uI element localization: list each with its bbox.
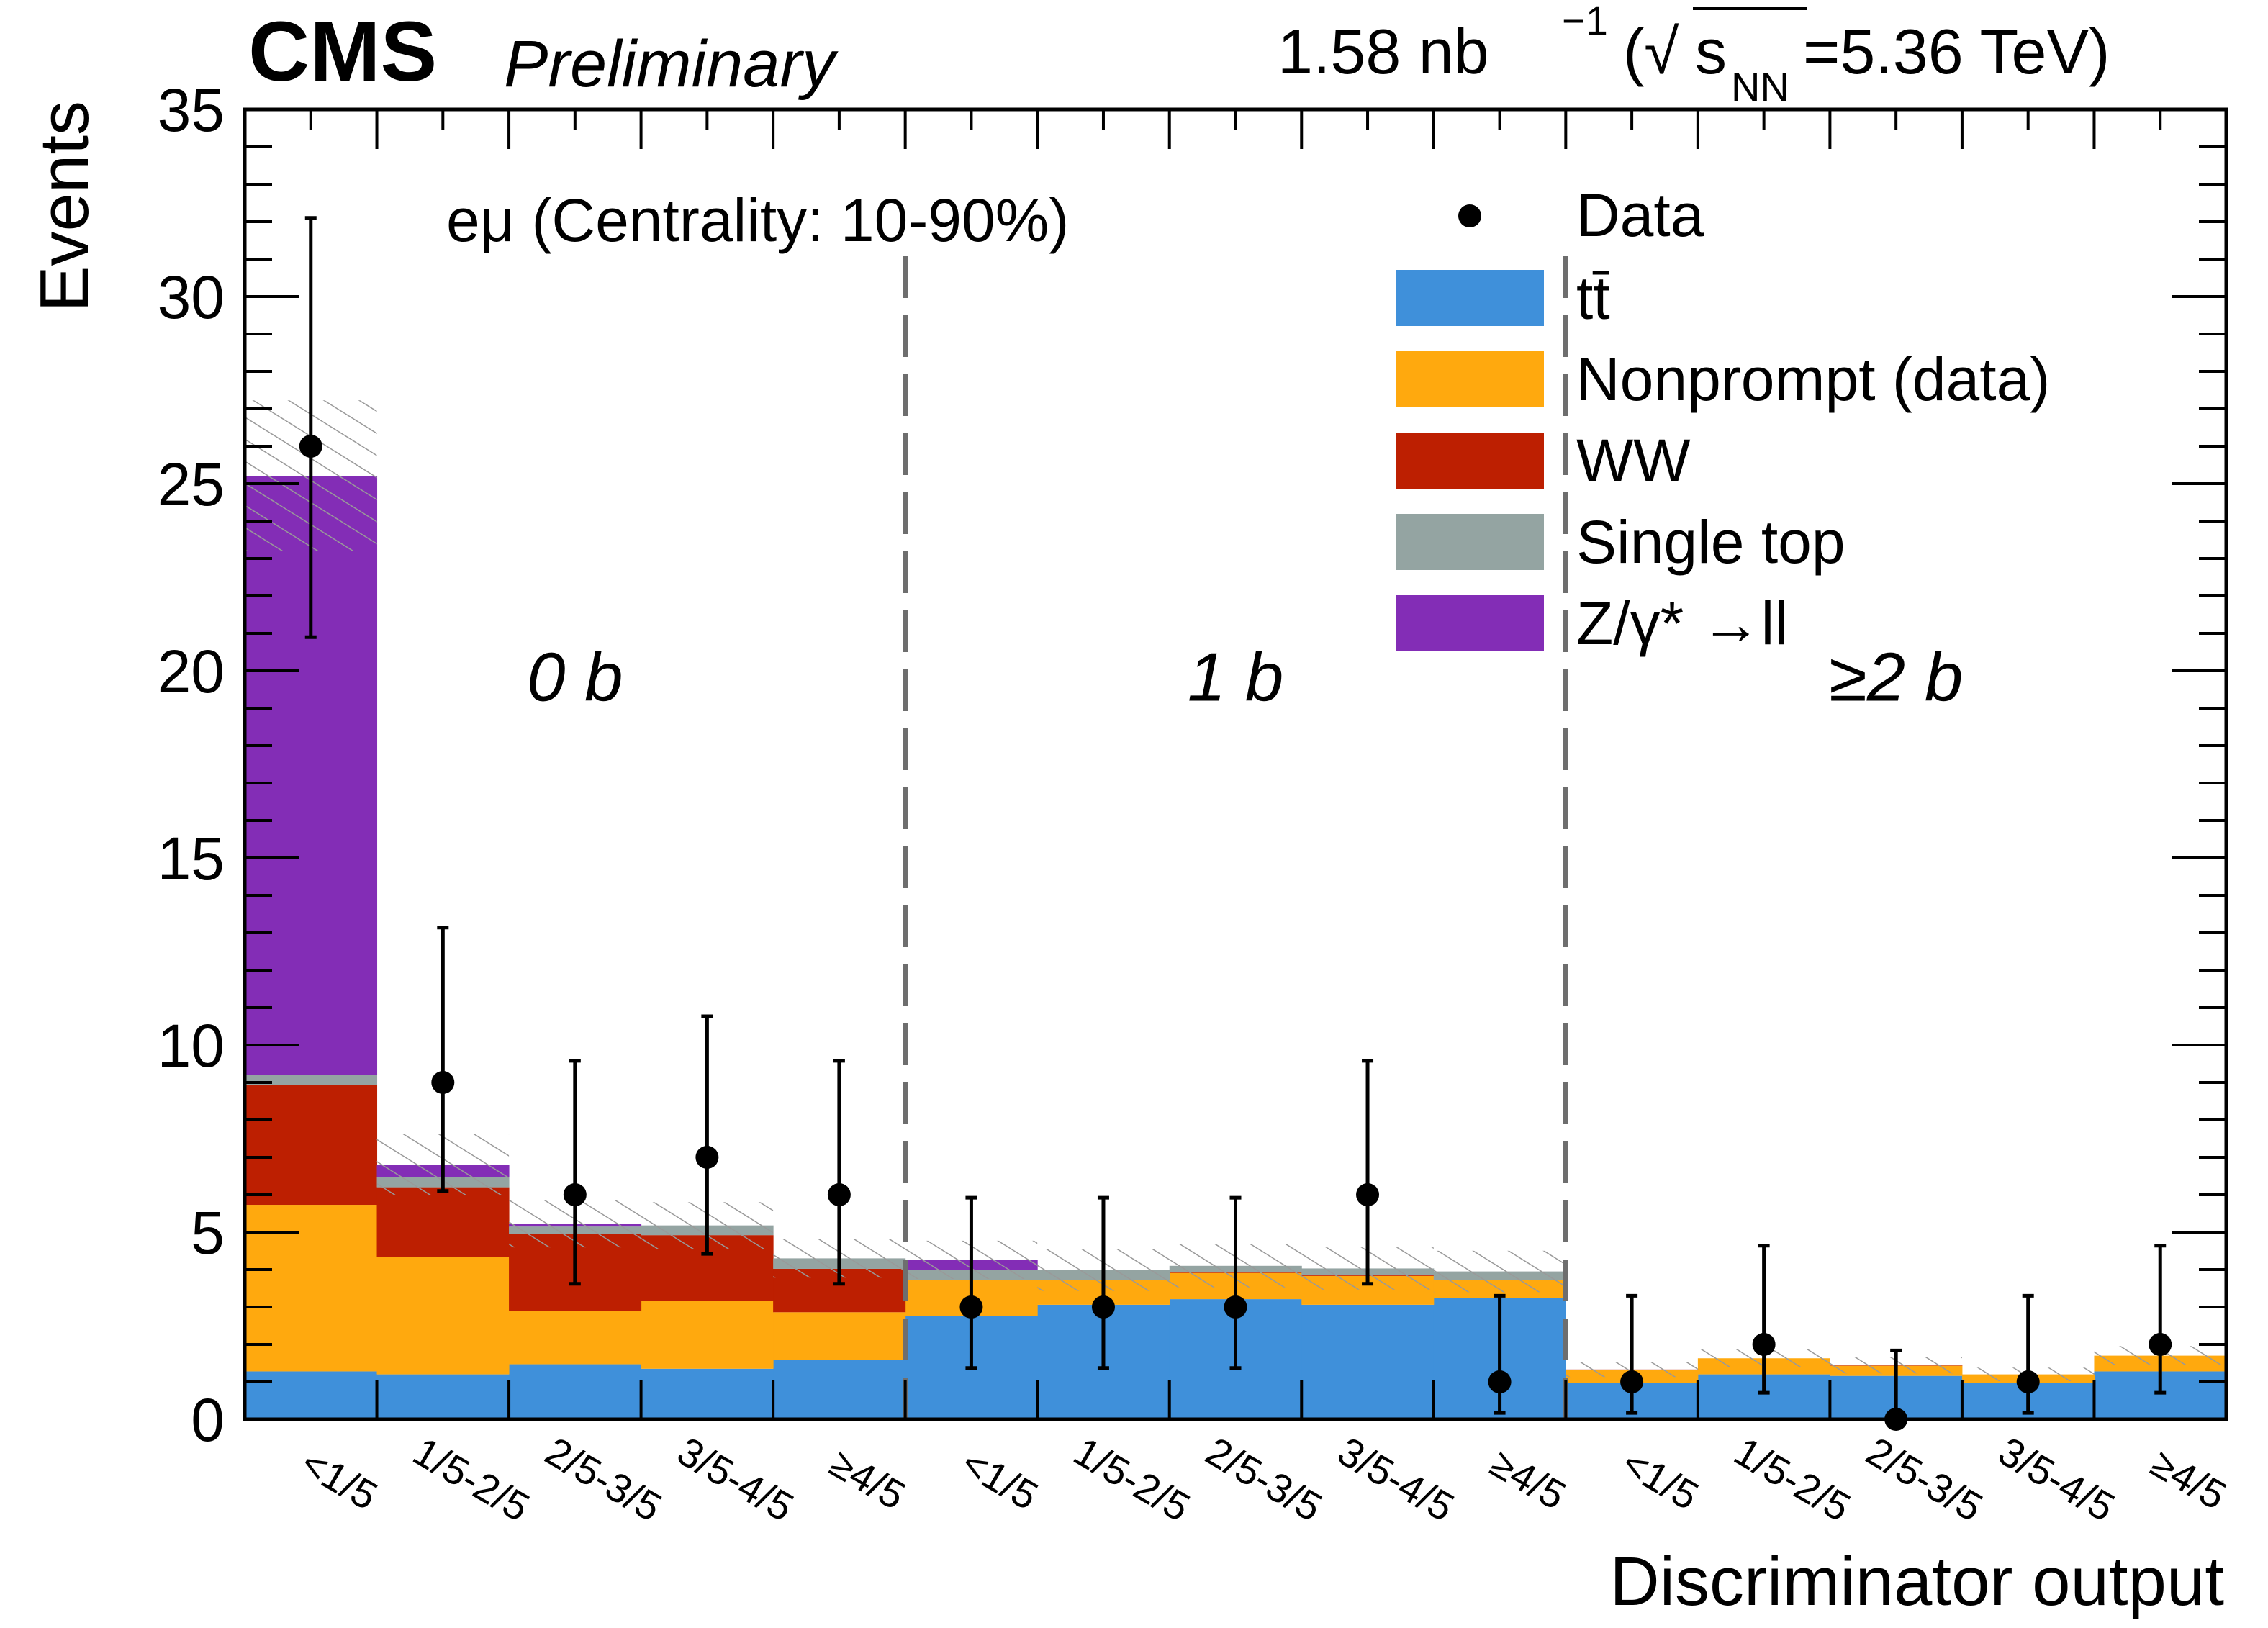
legend-data-marker: [1458, 204, 1481, 227]
x-tick-label: 3/5-4/5: [670, 1428, 801, 1530]
x-tick-labels: <1/5 1/5-2/5 2/5-3/5 3/5-4/5 ≥4/5 <1/5 1/5-2/5…: [294, 1428, 2234, 1530]
legend-label-1: Nonprompt (data): [1576, 345, 2050, 413]
data-point-0: [299, 435, 322, 458]
x-tick-label: 3/5-4/5: [1331, 1428, 1462, 1530]
legend: Data tt̄ Nonprompt (data) WW Single top Z/γ* …: [1396, 181, 2050, 657]
status-label: Preliminary: [504, 27, 839, 101]
y-tick-label: 25: [158, 451, 225, 518]
legend-swatch-3: [1396, 514, 1544, 570]
lumi-energy-open: (√: [1623, 16, 1679, 87]
bar-2-1: [376, 1187, 510, 1257]
legend-swatch-4: [1396, 595, 1544, 651]
lumi-exponent: −1: [1562, 0, 1608, 43]
bar-2-0: [245, 1085, 378, 1206]
data-point-7: [1224, 1295, 1247, 1319]
legend-label-data: Data: [1576, 181, 1704, 249]
legend-swatch-1: [1396, 351, 1544, 407]
lumi-energy-s: s: [1695, 16, 1727, 87]
x-tick-label: ≥4/5: [2143, 1440, 2234, 1519]
bar-0-1: [376, 1374, 510, 1419]
data-point-3: [695, 1146, 719, 1169]
x-tick-label: 3/5-4/5: [1991, 1428, 2122, 1530]
x-tick-label: <1/5: [1614, 1439, 1706, 1519]
legend-swatch-0: [1396, 270, 1544, 326]
data-point-11: [1752, 1333, 1776, 1356]
y-tick-label: 20: [158, 638, 225, 705]
y-tick-label: 5: [191, 1199, 225, 1267]
x-tick-label: <1/5: [294, 1439, 385, 1519]
region-dividers: [903, 240, 1568, 1419]
x-axis-label: Discriminator output: [1609, 1543, 2224, 1620]
x-tick-label: <1/5: [954, 1439, 1046, 1519]
y-tick-label: 35: [158, 76, 225, 144]
y-axis-label: Events: [26, 101, 103, 312]
bar-1-3: [641, 1301, 774, 1369]
uncertainty-9: [1433, 1250, 1566, 1293]
data-point-8: [1356, 1183, 1380, 1206]
data-point-5: [959, 1295, 983, 1319]
x-tick-label: 2/5-3/5: [1859, 1428, 1990, 1530]
region-label-0: 0 b: [527, 639, 623, 716]
data-point-13: [2016, 1370, 2040, 1393]
legend-label-0: tt̄: [1576, 264, 1610, 332]
data-point-1: [431, 1071, 455, 1094]
x-tick-label: 2/5-3/5: [1198, 1428, 1329, 1530]
data-point-14: [2149, 1333, 2172, 1356]
bar-1-2: [509, 1311, 642, 1365]
lumi-label: 1.58 nb −1 (√ s NN =5.36 TeV): [1278, 0, 2110, 109]
bar-1-1: [376, 1257, 510, 1375]
data-point-4: [827, 1183, 851, 1206]
data-point-10: [1620, 1370, 1644, 1393]
y-tick-label: 30: [158, 263, 225, 331]
y-tick-labels: 0 5 10 15 20 25 30 35: [158, 76, 225, 1454]
region-label-1: 1 b: [1188, 639, 1283, 716]
lumi-energy-sub: NN: [1731, 64, 1789, 109]
region-labels: 0 b 1 b ≥2 b: [527, 639, 1963, 716]
x-tick-label: ≥4/5: [1483, 1440, 1574, 1519]
bar-1-4: [773, 1312, 906, 1360]
bar-0-8: [1301, 1304, 1435, 1419]
legend-label-3: Single top: [1576, 508, 1845, 576]
bar-0-4: [773, 1360, 906, 1419]
bar-0-2: [509, 1364, 642, 1419]
data-points: [299, 216, 2172, 1431]
x-tick-label: 1/5-2/5: [1066, 1428, 1197, 1530]
channel-label: eμ (Centrality: 10-90%): [446, 186, 1069, 254]
data-point-9: [1488, 1370, 1512, 1393]
bar-0-3: [641, 1368, 774, 1419]
legend-swatch-2: [1396, 433, 1544, 489]
y-tick-label: 0: [191, 1386, 225, 1454]
x-tick-label: ≥4/5: [823, 1440, 913, 1519]
bar-1-0: [245, 1205, 378, 1372]
x-tick-label: 1/5-2/5: [1727, 1428, 1858, 1530]
y-tick-label: 10: [158, 1012, 225, 1080]
lumi-prefix: 1.58 nb: [1278, 16, 1489, 87]
data-point-2: [563, 1183, 587, 1206]
lumi-energy-value: =5.36 TeV): [1803, 16, 2110, 87]
legend-label-4: Z/γ* →ll: [1576, 589, 1788, 657]
data-point-6: [1091, 1295, 1115, 1319]
x-tick-label: 1/5-2/5: [406, 1428, 537, 1530]
region-label-2: ≥2 b: [1829, 639, 1963, 716]
bar-3-0: [245, 1075, 378, 1085]
axes: [243, 107, 2228, 1421]
legend-label-2: WW: [1576, 427, 1691, 494]
y-tick-label: 15: [158, 825, 225, 892]
bar-0-0: [245, 1371, 378, 1419]
x-tick-label: 2/5-3/5: [538, 1428, 669, 1530]
experiment-label: CMS: [248, 4, 437, 99]
